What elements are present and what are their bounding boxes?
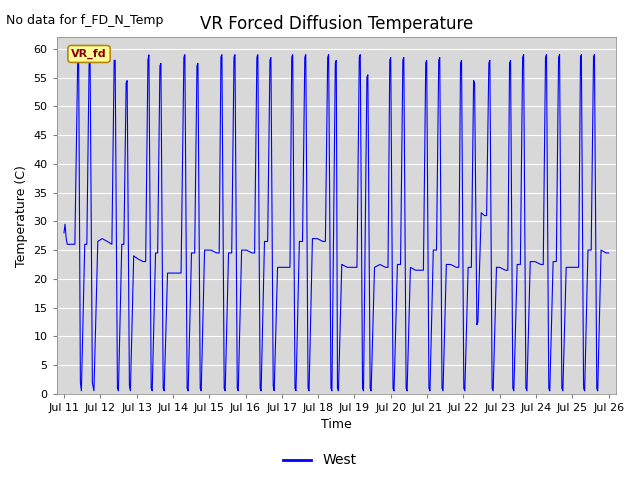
Title: VR Forced Diffusion Temperature: VR Forced Diffusion Temperature (200, 15, 473, 33)
Y-axis label: Temperature (C): Temperature (C) (15, 165, 28, 266)
X-axis label: Time: Time (321, 419, 351, 432)
Text: No data for f_FD_N_Temp: No data for f_FD_N_Temp (6, 14, 164, 27)
Legend: West: West (278, 448, 362, 473)
Text: VR_fd: VR_fd (71, 49, 107, 59)
